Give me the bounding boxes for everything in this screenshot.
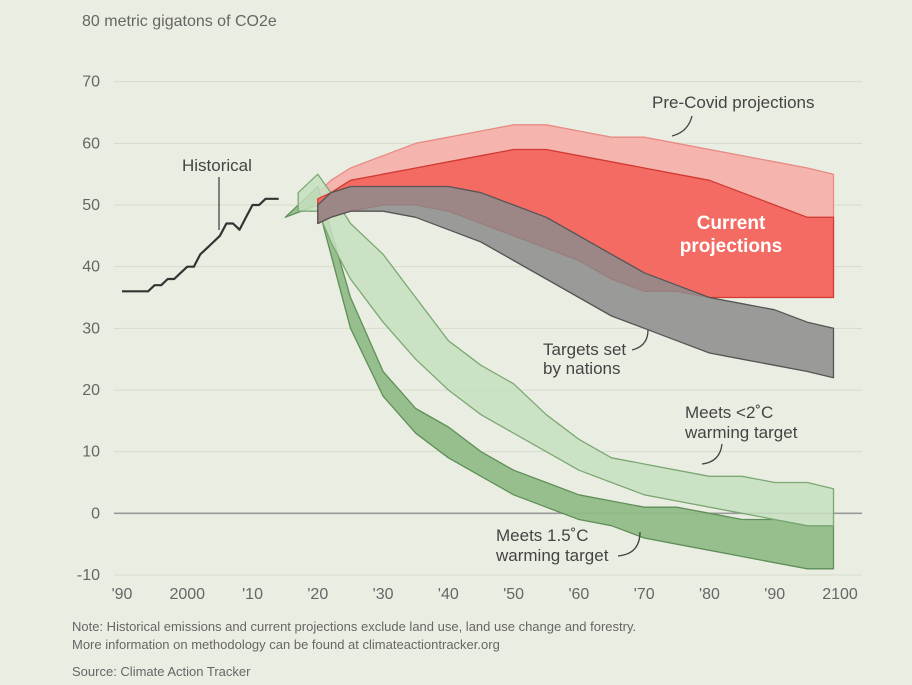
x-tick-label: '90 — [764, 586, 785, 603]
y-tick-label: 60 — [82, 135, 100, 152]
label-two-degree-1: Meets <2˚C — [685, 403, 773, 422]
y-tick-label: 0 — [91, 505, 100, 522]
x-tick-label: '30 — [373, 586, 394, 603]
band-two-degree — [297, 173, 835, 527]
x-tick-label: '90 — [112, 586, 133, 603]
label-historical: Historical — [182, 156, 252, 175]
leader-one-five — [617, 531, 641, 557]
label-current-1: Current — [697, 213, 766, 234]
y-tick-label: -10 — [77, 567, 100, 584]
x-tick-label: '10 — [242, 586, 263, 603]
label-current-2: projections — [680, 236, 782, 257]
y-tick-label: 50 — [82, 197, 100, 214]
leader-targets — [631, 329, 649, 351]
x-tick-label: '60 — [568, 586, 589, 603]
label-pre-covid: Pre-Covid projections — [652, 93, 815, 112]
label-targets-2: by nations — [543, 359, 621, 378]
footnote: Note: Historical emissions and current p… — [72, 618, 636, 654]
source-note: Source: Climate Action Tracker — [72, 664, 251, 679]
x-tick-label: '40 — [438, 586, 459, 603]
x-tick-label: '80 — [699, 586, 720, 603]
historical-line — [122, 197, 279, 293]
y-tick-label: 20 — [82, 382, 100, 399]
band-targets — [317, 185, 835, 379]
leader-pre-covid — [671, 115, 693, 137]
x-tick-label: '20 — [307, 586, 328, 603]
x-tick-label: 2100 — [822, 586, 858, 603]
x-tick-label: '70 — [634, 586, 655, 603]
label-one-five-1: Meets 1.5˚C — [496, 526, 589, 545]
y-tick-label: 30 — [82, 320, 100, 337]
label-one-five-2: warming target — [495, 546, 609, 565]
x-tick-label: '50 — [503, 586, 524, 603]
y-tick-label: 40 — [82, 259, 100, 276]
y-axis-title: 80 metric gigatons of CO2e — [82, 13, 277, 30]
y-tick-label: 70 — [82, 74, 100, 91]
leader-two-degree — [701, 443, 723, 465]
label-targets-1: Targets set — [543, 340, 626, 359]
label-two-degree-2: warming target — [684, 423, 798, 442]
footnote-line-1: Note: Historical emissions and current p… — [72, 619, 637, 634]
x-tick-label: 2000 — [169, 586, 205, 603]
footnote-line-2: More information on methodology can be f… — [72, 637, 500, 652]
y-tick-label: 10 — [82, 444, 100, 461]
band-one-five — [284, 185, 835, 570]
emissions-chart-svg: 70 60 50 40 30 20 10 0 -10 80 metric gigatons of … — [77, 13, 862, 603]
